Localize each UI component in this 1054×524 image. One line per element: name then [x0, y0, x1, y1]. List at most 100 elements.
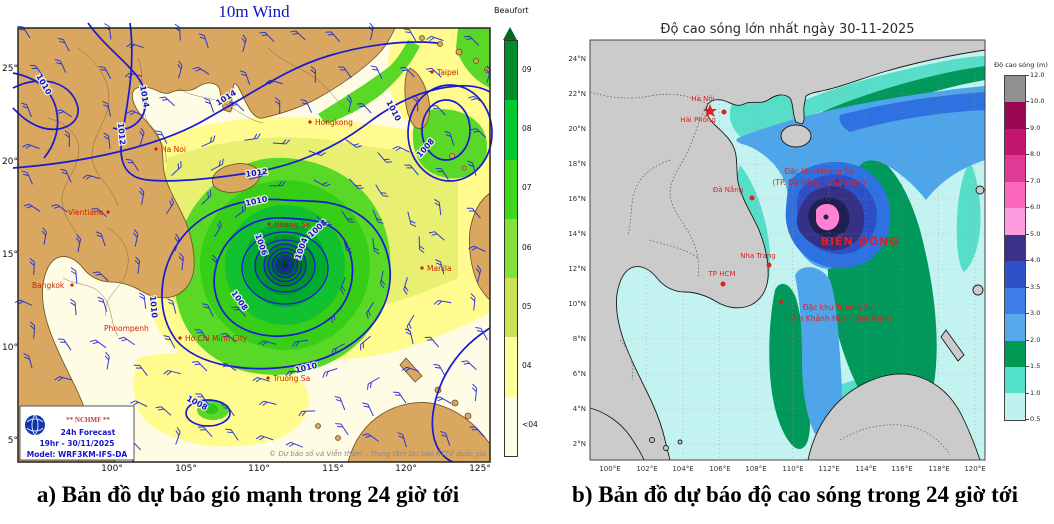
wind-barb-icon: [375, 184, 389, 197]
capital-star-marker: [703, 104, 717, 117]
wind-barb-icon: [159, 96, 175, 107]
axis-tick: 120°: [395, 464, 417, 474]
wind-barb-icon: [91, 207, 107, 218]
axis-tick: 20°: [2, 157, 18, 167]
colorbar-segment: [1005, 261, 1025, 288]
colorbar-label: 06: [522, 242, 532, 252]
colorbar-label: 12.0: [1030, 71, 1045, 79]
wind-barb-icon: [285, 441, 303, 448]
axis-tick: 2°N: [572, 440, 586, 448]
wind-barb-icon: [97, 296, 108, 312]
wind-barb-icon: [201, 135, 216, 148]
city-label: Bangkok: [32, 281, 65, 290]
colorbar-segment: [505, 159, 517, 219]
wind-barb-icon: [203, 97, 215, 113]
axis-tick: 118°E: [928, 465, 950, 473]
wind-barb-icon: [356, 103, 372, 114]
city-label: Đà Nẵng: [713, 185, 743, 194]
axis-tick: 4°N: [572, 405, 586, 413]
wind-barb-icon: [366, 302, 375, 319]
wind-barb-icon: [377, 152, 392, 163]
axis-tick: 112°E: [818, 465, 840, 473]
wind-barb-icon: [211, 254, 218, 272]
wind-barb-icon: [476, 264, 482, 283]
wind-barb-icon: [316, 215, 332, 226]
wind-barb-icon: [57, 37, 70, 52]
wind-barb-icon: [399, 67, 415, 78]
colorbar-label: 09: [522, 64, 532, 74]
wind-barb-icon: [285, 370, 303, 377]
wave-map-title: Độ cao sóng lớn nhất ngày 30-11-2025: [660, 22, 915, 37]
colorbar-tick: [1025, 154, 1029, 156]
wind-barb-icon: [229, 101, 245, 112]
wind-barb-icon: [75, 234, 82, 252]
wind-barb-icon: [342, 237, 353, 253]
wind-barb-icon: [372, 209, 384, 224]
wind-barb-icon: [104, 351, 110, 370]
axis-tick: 100°: [101, 464, 123, 474]
city-label: Taipei: [436, 68, 458, 77]
colorbar-label: 3.0: [1030, 309, 1041, 318]
wind-barb-icon: [175, 427, 181, 445]
wind-barb-icon: [322, 368, 338, 378]
city-label: Manila: [427, 264, 452, 273]
wind-barb-icon: [274, 97, 281, 115]
colorbar-tick: [1025, 286, 1029, 288]
axis-tick: 104°E: [672, 465, 694, 473]
colorbar-label: 6.0: [1030, 203, 1041, 212]
sea-label: Đặc khu Trường Sa: [803, 303, 873, 312]
colorbar-segment: [505, 100, 517, 160]
axis-tick: 110°E: [782, 465, 804, 473]
wind-barb-icon: [469, 426, 485, 438]
wind-barb-icon: [433, 300, 452, 306]
wind-barb-icon: [29, 321, 36, 339]
wind-barb-icon: [259, 31, 275, 43]
axis-tick: 125°: [469, 464, 491, 474]
city-labels-layer: Hà Nội Hải Phòng Đà Nẵng Nha Trang TP HC…: [680, 95, 783, 304]
wind-barb-icon: [470, 293, 476, 311]
wind-barb-icon: [125, 159, 139, 172]
wind-barb-icon: [310, 66, 316, 84]
axis-tick: 100°E: [599, 465, 621, 473]
wind-barb-icon: [362, 433, 379, 442]
axis-tick: 110°: [248, 464, 270, 474]
colorbar-title: Beaufort: [494, 6, 529, 15]
wind-barb-icon: [255, 435, 274, 441]
wave-colorbar: Độ cao sóng (m) 12.0 10.0 9.0 8.0 7.0 6.0 5.0 4…: [988, 60, 1054, 464]
axis-tick: 15°: [2, 250, 18, 260]
wind-barb-icon: [64, 130, 70, 148]
wind-barb-icon: [201, 189, 212, 205]
colorbar-label: 05: [522, 301, 532, 311]
colorbar-label: 08: [522, 123, 532, 133]
wind-barb-icon: [126, 110, 145, 117]
land-layer: [589, 39, 986, 461]
sea-label: Đặc khu Hoàng Sa: [784, 167, 853, 176]
axis-tick: 14°N: [568, 230, 586, 238]
wind-barb-icon: [290, 30, 306, 41]
wind-barb-icon: [98, 65, 112, 79]
wind-barb-icon: [21, 170, 33, 185]
wind-barb-icon: [220, 332, 237, 343]
wind-barb-icon: [392, 145, 410, 153]
wind-barb-icon: [471, 383, 478, 402]
wind-barb-icon: [463, 35, 480, 46]
wind-barb-icon: [138, 292, 147, 309]
city-label: Truong Sa: [272, 374, 310, 383]
sea-labels-layer: Đặc khu Hoàng Sa (TP. Đà Nẵng - Việt Nam…: [772, 167, 898, 323]
colorbar-label: 7.0: [1030, 176, 1041, 185]
axis-tick: 10°: [2, 343, 18, 353]
wind-barb-icon: [210, 158, 224, 171]
colorbar-label: 8.0: [1030, 150, 1041, 159]
map-frame: [589, 39, 986, 461]
colorbar-segment: [505, 396, 517, 456]
wind-barb-icon: [468, 95, 485, 105]
wind-barb-icon: [55, 109, 72, 118]
colorbar-arrow: [503, 27, 517, 40]
wind-barb-icon: [234, 203, 246, 218]
colorbar-tick: [1025, 339, 1029, 341]
legend-line: 24h Forecast: [61, 428, 116, 437]
colorbar-segment: [1005, 234, 1025, 262]
wind-barb-icon: [440, 430, 451, 446]
wind-barb-icon: [331, 343, 345, 356]
wind-barb-icon: [92, 271, 109, 282]
